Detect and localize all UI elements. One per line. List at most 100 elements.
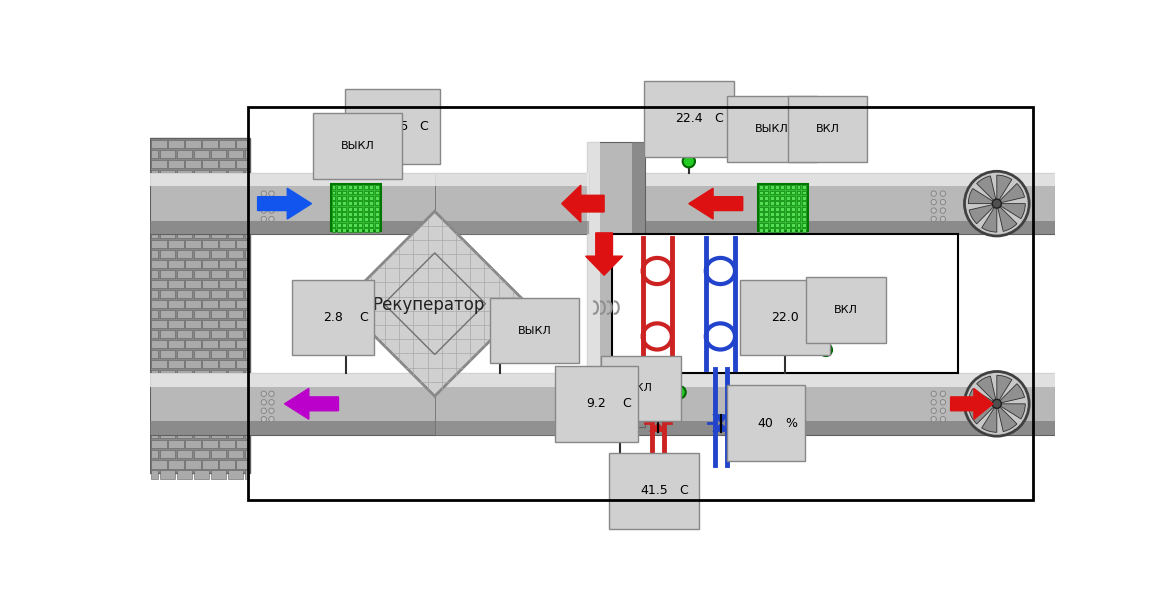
Bar [244,450,249,459]
Bar [354,196,357,200]
Bar [797,201,800,205]
Circle shape [766,140,778,152]
Bar [150,350,159,358]
Bar [348,190,351,195]
Bar [375,223,378,227]
Bar [176,410,193,419]
Bar [194,330,209,338]
Bar [168,320,183,328]
Bar [337,185,341,189]
Bar [168,260,183,268]
Bar [776,212,779,216]
Wedge shape [996,384,1025,404]
Polygon shape [653,392,663,401]
Circle shape [269,199,274,205]
Bar [764,212,768,216]
Bar [369,201,374,205]
Bar [337,207,341,210]
Bar [152,280,167,288]
Bar [337,223,341,227]
Circle shape [269,208,274,213]
Bar [776,190,779,195]
Wedge shape [968,388,996,404]
Bar [342,207,347,210]
Bar [228,190,243,198]
Text: C: C [714,113,723,125]
Bar [186,320,201,328]
Bar [354,212,357,216]
Bar [202,180,217,188]
Bar [202,320,217,328]
Bar [375,190,378,195]
Wedge shape [996,375,1012,404]
Bar [210,270,226,278]
Bar [228,370,243,378]
Polygon shape [689,188,743,219]
Wedge shape [996,404,1026,419]
Bar [342,339,351,345]
Bar [791,190,795,195]
Circle shape [384,155,396,167]
Circle shape [261,199,267,205]
Bar [210,310,226,318]
Polygon shape [713,415,730,423]
Bar [160,190,175,198]
Bar [168,420,183,428]
Bar [168,300,183,308]
Polygon shape [951,388,993,419]
Polygon shape [650,415,666,423]
Bar [210,290,226,298]
Bar [331,212,335,216]
Circle shape [261,416,267,422]
Bar [186,140,201,148]
Bar [244,430,249,439]
Bar [369,228,374,232]
Bar [331,184,381,230]
Bar [236,400,249,408]
Bar [194,350,209,358]
Bar [354,218,357,221]
Bar [354,207,357,210]
Bar [342,212,347,216]
Bar [228,150,243,158]
Text: C: C [679,484,689,498]
Bar [152,240,167,248]
Bar [375,212,378,216]
Bar [160,230,175,238]
Bar [168,240,183,248]
Bar [435,173,589,235]
Bar [803,196,806,200]
Bar [369,207,374,210]
Bar [342,218,347,221]
Bar [228,390,243,398]
Bar [375,196,378,200]
Bar [160,370,175,378]
Bar [210,350,226,358]
Bar [342,201,347,205]
Bar [150,373,1055,387]
Bar [797,218,800,221]
Bar [202,440,217,448]
Bar [176,430,193,439]
Bar [168,360,183,368]
Bar [364,185,368,189]
Bar [791,207,795,210]
Bar [160,330,175,338]
Bar [759,185,763,189]
Bar [194,290,209,298]
Bar [331,185,335,189]
Bar [152,220,167,228]
Bar [210,250,226,258]
Bar [244,150,249,158]
Bar [337,212,341,216]
Bar [168,180,183,188]
Bar [194,170,209,178]
Text: C: C [419,120,428,133]
Text: 22.0: 22.0 [771,311,799,324]
Bar [219,400,235,408]
Bar [194,370,209,378]
Text: %: % [785,416,797,430]
Bar [342,190,347,195]
Polygon shape [284,388,338,419]
Bar [228,290,243,298]
